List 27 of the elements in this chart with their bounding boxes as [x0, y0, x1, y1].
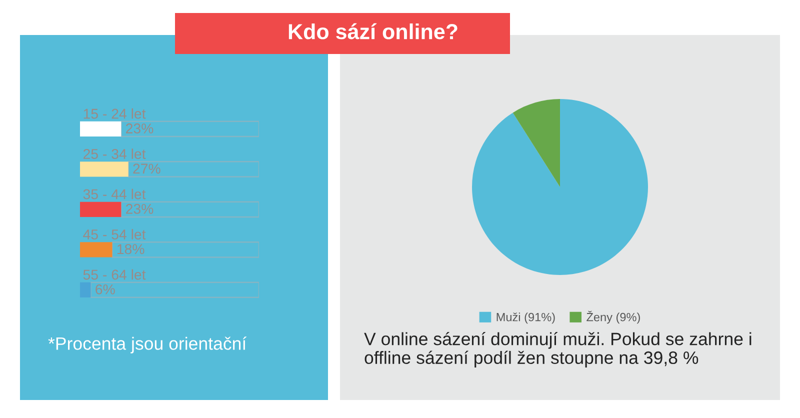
pie-slice: [512, 99, 560, 187]
bar: [80, 282, 91, 298]
text: V online sázení dominují muži. Pokud se zahrne i offline sázení podíl žen stoupne na 39,8 %: [364, 332, 752, 368]
y-tick-label: 45 - 54 let: [83, 229, 146, 240]
bar: [128, 161, 259, 178]
bar: [80, 202, 122, 217]
data-label: 27%: [133, 164, 160, 174]
text: *Procenta jsou orientační: [48, 336, 247, 354]
chart-title: Kdo sází online?: [288, 23, 458, 40]
data-label: 23%: [126, 204, 154, 214]
y-tick-label: 25 - 34 let: [83, 148, 146, 160]
bar: [112, 241, 259, 258]
y-tick-label: 55 - 64 let: [83, 269, 146, 280]
bar: [80, 121, 122, 137]
bar: [80, 162, 128, 177]
y-tick-label: 35 - 44 let: [83, 188, 146, 200]
bar: [80, 242, 112, 258]
bar: [120, 120, 259, 138]
data-label: 6%: [96, 284, 115, 294]
y-tick-label: 15 - 24 let: [84, 108, 146, 119]
legend-label: Ženy (9%): [586, 310, 640, 324]
data-label: 23%: [126, 123, 154, 134]
pie-slice: [472, 99, 648, 275]
legend-label: Muži (91%): [496, 312, 555, 324]
bar: [90, 282, 259, 298]
data-label: 18%: [117, 244, 144, 254]
bar: [120, 201, 259, 218]
